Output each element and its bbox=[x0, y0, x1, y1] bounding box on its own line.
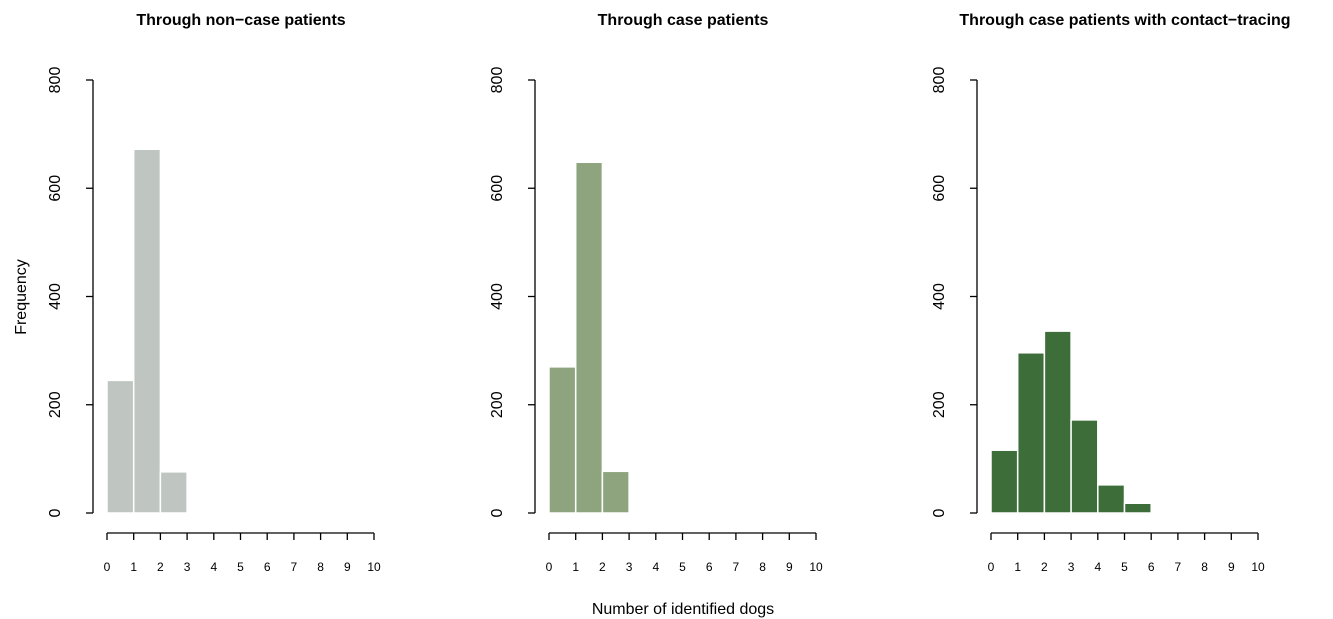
x-tick-label: 3 bbox=[184, 560, 191, 574]
histogram-bar bbox=[1043, 330, 1072, 514]
x-tick-label: 7 bbox=[733, 560, 740, 574]
chart-title: Through case patients bbox=[598, 12, 769, 29]
chart-title: Through non−case patients bbox=[136, 12, 345, 29]
histogram-bar bbox=[1016, 352, 1046, 514]
x-axis: 0 1 2 3 4 5 6 7 8 9 10 bbox=[988, 532, 1265, 574]
y-tick-label: 600 bbox=[489, 175, 506, 202]
x-tick-label: 4 bbox=[210, 560, 217, 574]
chart-title: Through case patients with contact−traci… bbox=[959, 12, 1290, 29]
y-tick-label: 600 bbox=[47, 175, 64, 202]
histogram-bar bbox=[548, 366, 577, 514]
histogram-bar bbox=[186, 511, 215, 514]
x-tick-label: 9 bbox=[344, 560, 351, 574]
y-tick-label: 800 bbox=[47, 67, 64, 94]
histogram-bar bbox=[106, 379, 135, 514]
x-tick-label: 9 bbox=[786, 560, 793, 574]
x-tick-label: 10 bbox=[1251, 560, 1265, 574]
x-tick-label: 10 bbox=[367, 560, 381, 574]
panel-case-patients-contact-tracing: Through case patients with contact−traci… bbox=[931, 12, 1290, 574]
x-tick-label: 10 bbox=[809, 560, 823, 574]
y-tick-label: 0 bbox=[489, 508, 506, 517]
y-tick-label: 400 bbox=[489, 283, 506, 310]
histogram-bar bbox=[1097, 484, 1126, 514]
x-tick-label: 3 bbox=[626, 560, 633, 574]
x-tick-label: 2 bbox=[599, 560, 606, 574]
x-tick-label: 6 bbox=[264, 560, 271, 574]
histogram-bar bbox=[601, 470, 630, 514]
y-tick-label: 200 bbox=[47, 391, 64, 418]
y-axis: 0 200 400 600 800 bbox=[489, 67, 536, 517]
x-tick-label: 0 bbox=[104, 560, 111, 574]
histogram-bar bbox=[132, 148, 162, 514]
x-axis: 0 1 2 3 4 5 6 7 8 9 10 bbox=[104, 532, 381, 574]
x-tick-label: 7 bbox=[1175, 560, 1182, 574]
x-tick-label: 3 bbox=[1068, 560, 1075, 574]
x-tick-label: 0 bbox=[546, 560, 553, 574]
x-tick-label: 1 bbox=[572, 560, 579, 574]
x-tick-label: 1 bbox=[1014, 560, 1021, 574]
x-tick-label: 6 bbox=[1148, 560, 1155, 574]
y-tick-label: 800 bbox=[931, 67, 948, 94]
y-axis-title: Frequency bbox=[13, 259, 30, 335]
x-tick-label: 1 bbox=[130, 560, 137, 574]
x-tick-label: 8 bbox=[1201, 560, 1208, 574]
x-tick-label: 8 bbox=[317, 560, 324, 574]
x-tick-label: 5 bbox=[1121, 560, 1128, 574]
x-tick-label: 4 bbox=[1094, 560, 1101, 574]
y-tick-label: 0 bbox=[47, 508, 64, 517]
panel-non-case-patients: Through non−case patients 0 1 2 3 4 5 6 7 8 9 10 0… bbox=[47, 12, 381, 574]
x-tick-label: 5 bbox=[679, 560, 686, 574]
histogram-bar bbox=[1070, 419, 1099, 514]
histogram-bar bbox=[574, 161, 604, 514]
x-axis: 0 1 2 3 4 5 6 7 8 9 10 bbox=[546, 532, 823, 574]
y-tick-label: 800 bbox=[489, 67, 506, 94]
x-tick-label: 6 bbox=[706, 560, 713, 574]
x-tick-label: 7 bbox=[291, 560, 298, 574]
histogram-bar bbox=[1123, 502, 1152, 514]
x-tick-label: 5 bbox=[237, 560, 244, 574]
y-tick-label: 200 bbox=[931, 391, 948, 418]
y-tick-label: 400 bbox=[931, 283, 948, 310]
x-tick-label: 2 bbox=[1041, 560, 1048, 574]
x-tick-label: 4 bbox=[652, 560, 659, 574]
x-tick-label: 8 bbox=[759, 560, 766, 574]
histogram-bar bbox=[990, 449, 1019, 514]
y-axis: 0 200 400 600 800 bbox=[47, 67, 94, 517]
y-tick-label: 0 bbox=[931, 508, 948, 517]
panel-case-patients: Through case patients 0 1 2 3 4 5 6 7 8 9 10 0 200 4… bbox=[489, 12, 823, 574]
x-axis-title: Number of identified dogs bbox=[592, 601, 774, 618]
y-tick-label: 200 bbox=[489, 391, 506, 418]
y-tick-label: 600 bbox=[931, 175, 948, 202]
x-tick-label: 0 bbox=[988, 560, 995, 574]
y-axis: 0 200 400 600 800 bbox=[931, 67, 978, 517]
x-tick-label: 2 bbox=[157, 560, 164, 574]
x-tick-label: 9 bbox=[1228, 560, 1235, 574]
histogram-bar bbox=[159, 471, 188, 514]
y-tick-label: 400 bbox=[47, 283, 64, 310]
